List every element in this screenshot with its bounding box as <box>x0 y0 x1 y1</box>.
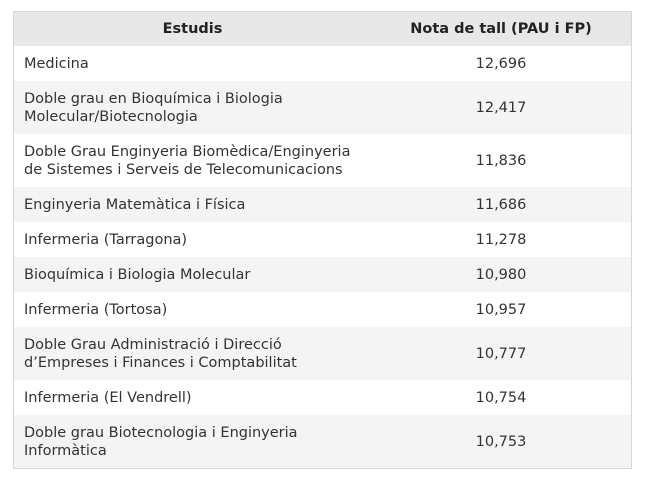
header-cutoff-grade: Nota de tall (PAU i FP) <box>371 12 631 46</box>
table-header: Estudis Nota de tall (PAU i FP) <box>14 12 631 46</box>
study-cell: Doble Grau Enginyeria Biomèdica/Enginyer… <box>14 134 371 187</box>
study-cell: Enginyeria Matemàtica i Física <box>14 187 371 222</box>
cutoff-grades-table: Estudis Nota de tall (PAU i FP) Medicina… <box>14 12 631 468</box>
grade-cell: 12,696 <box>371 46 631 81</box>
study-cell: Doble grau Biotecnologia i Enginyeria Inf… <box>14 415 371 468</box>
table-row: Doble Grau Administració i Direcció d’Emp… <box>14 327 631 380</box>
header-row: Estudis Nota de tall (PAU i FP) <box>14 12 631 46</box>
grade-cell: 11,686 <box>371 187 631 222</box>
grade-cell: 10,957 <box>371 292 631 327</box>
grade-cell: 12,417 <box>371 81 631 134</box>
table-row: Infermeria (Tortosa) 10,957 <box>14 292 631 327</box>
table-row: Doble grau Biotecnologia i Enginyeria Inf… <box>14 415 631 468</box>
table-row: Enginyeria Matemàtica i Física 11,686 <box>14 187 631 222</box>
cutoff-grades-table-container: Estudis Nota de tall (PAU i FP) Medicina… <box>13 11 632 469</box>
study-cell: Infermeria (El Vendrell) <box>14 380 371 415</box>
header-studies: Estudis <box>14 12 371 46</box>
table-body: Medicina 12,696 Doble grau en Bioquímica… <box>14 46 631 468</box>
study-cell: Infermeria (Tortosa) <box>14 292 371 327</box>
grade-cell: 10,753 <box>371 415 631 468</box>
table-row: Infermeria (Tarragona) 11,278 <box>14 222 631 257</box>
grade-cell: 11,836 <box>371 134 631 187</box>
study-cell: Doble Grau Administració i Direcció d’Emp… <box>14 327 371 380</box>
table-row: Infermeria (El Vendrell) 10,754 <box>14 380 631 415</box>
study-cell: Doble grau en Bioquímica i Biologia Molec… <box>14 81 371 134</box>
table-row: Doble grau en Bioquímica i Biologia Molec… <box>14 81 631 134</box>
table-row: Bioquímica i Biologia Molecular 10,980 <box>14 257 631 292</box>
grade-cell: 10,754 <box>371 380 631 415</box>
grade-cell: 10,777 <box>371 327 631 380</box>
table-row: Doble Grau Enginyeria Biomèdica/Enginyer… <box>14 134 631 187</box>
study-cell: Medicina <box>14 46 371 81</box>
grade-cell: 10,980 <box>371 257 631 292</box>
table-row: Medicina 12,696 <box>14 46 631 81</box>
study-cell: Infermeria (Tarragona) <box>14 222 371 257</box>
study-cell: Bioquímica i Biologia Molecular <box>14 257 371 292</box>
grade-cell: 11,278 <box>371 222 631 257</box>
